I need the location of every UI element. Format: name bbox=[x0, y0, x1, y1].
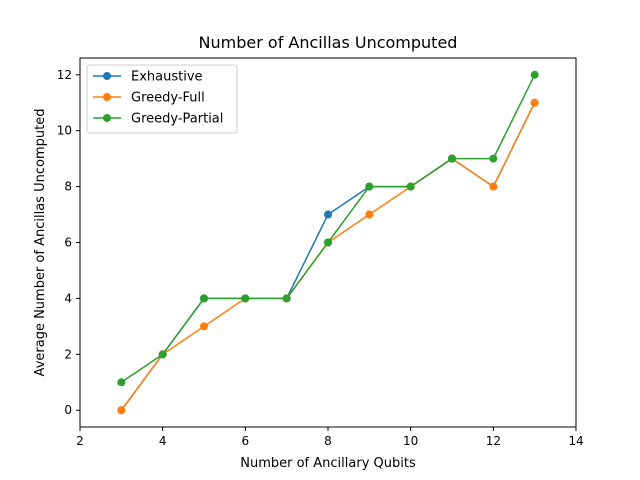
legend-label-exhaustive: Exhaustive bbox=[131, 70, 203, 85]
plot-area bbox=[117, 70, 539, 415]
data-point-greedy-partial bbox=[406, 182, 415, 191]
data-point-greedy-full bbox=[200, 322, 208, 331]
x-tick-label: 8 bbox=[324, 434, 332, 448]
x-tick-label: 14 bbox=[568, 434, 583, 448]
y-tick-label: 12 bbox=[57, 68, 72, 82]
y-tick-label: 0 bbox=[64, 403, 72, 417]
data-point-greedy-full bbox=[117, 406, 126, 415]
legend-swatch-marker-greedy-full bbox=[103, 93, 111, 101]
x-tick-label: 6 bbox=[242, 434, 250, 448]
data-point-greedy-partial bbox=[365, 182, 374, 191]
x-tick-label: 10 bbox=[403, 434, 418, 448]
y-tick-label: 8 bbox=[64, 180, 72, 194]
y-axis-label: Average Number of Ancillas Uncomputed bbox=[33, 109, 48, 377]
axis-ticks: 2 4 6 8 10 12 14 0 2 4 6 8 10 12 bbox=[57, 68, 584, 448]
data-point-greedy-partial bbox=[489, 154, 498, 163]
data-point-greedy-partial bbox=[324, 238, 332, 247]
data-point-greedy-partial bbox=[241, 294, 250, 303]
y-tick-label: 10 bbox=[57, 124, 72, 138]
legend: Exhaustive Greedy-Full Greedy-Partial bbox=[86, 64, 238, 134]
y-tick-label: 2 bbox=[64, 347, 72, 361]
x-tick-label: 2 bbox=[76, 434, 84, 448]
legend-box bbox=[86, 64, 238, 134]
x-tick-label: 12 bbox=[486, 434, 501, 448]
legend-swatch-marker-greedy-partial bbox=[103, 114, 111, 122]
data-point-greedy-partial bbox=[282, 294, 291, 303]
data-point-exhaustive bbox=[324, 210, 332, 219]
data-point-greedy-partial bbox=[200, 294, 208, 303]
legend-label-greedy-partial: Greedy-Partial bbox=[131, 112, 223, 127]
data-point-greedy-full bbox=[489, 182, 498, 191]
y-tick-label: 4 bbox=[64, 291, 72, 305]
data-point-greedy-partial bbox=[117, 378, 126, 387]
y-tick-label: 6 bbox=[64, 236, 72, 250]
x-tick-label: 4 bbox=[159, 434, 167, 448]
data-point-greedy-partial bbox=[158, 350, 167, 359]
legend-label-greedy-full: Greedy-Full bbox=[131, 91, 205, 106]
data-point-greedy-partial bbox=[530, 70, 539, 79]
chart-title: Number of Ancillas Uncomputed bbox=[199, 33, 458, 52]
x-axis-label: Number of Ancillary Qubits bbox=[240, 456, 416, 471]
data-point-greedy-full bbox=[365, 210, 374, 219]
data-point-greedy-partial bbox=[448, 154, 456, 163]
data-point-greedy-full bbox=[530, 98, 539, 107]
legend-swatch-marker-exhaustive bbox=[103, 72, 111, 80]
